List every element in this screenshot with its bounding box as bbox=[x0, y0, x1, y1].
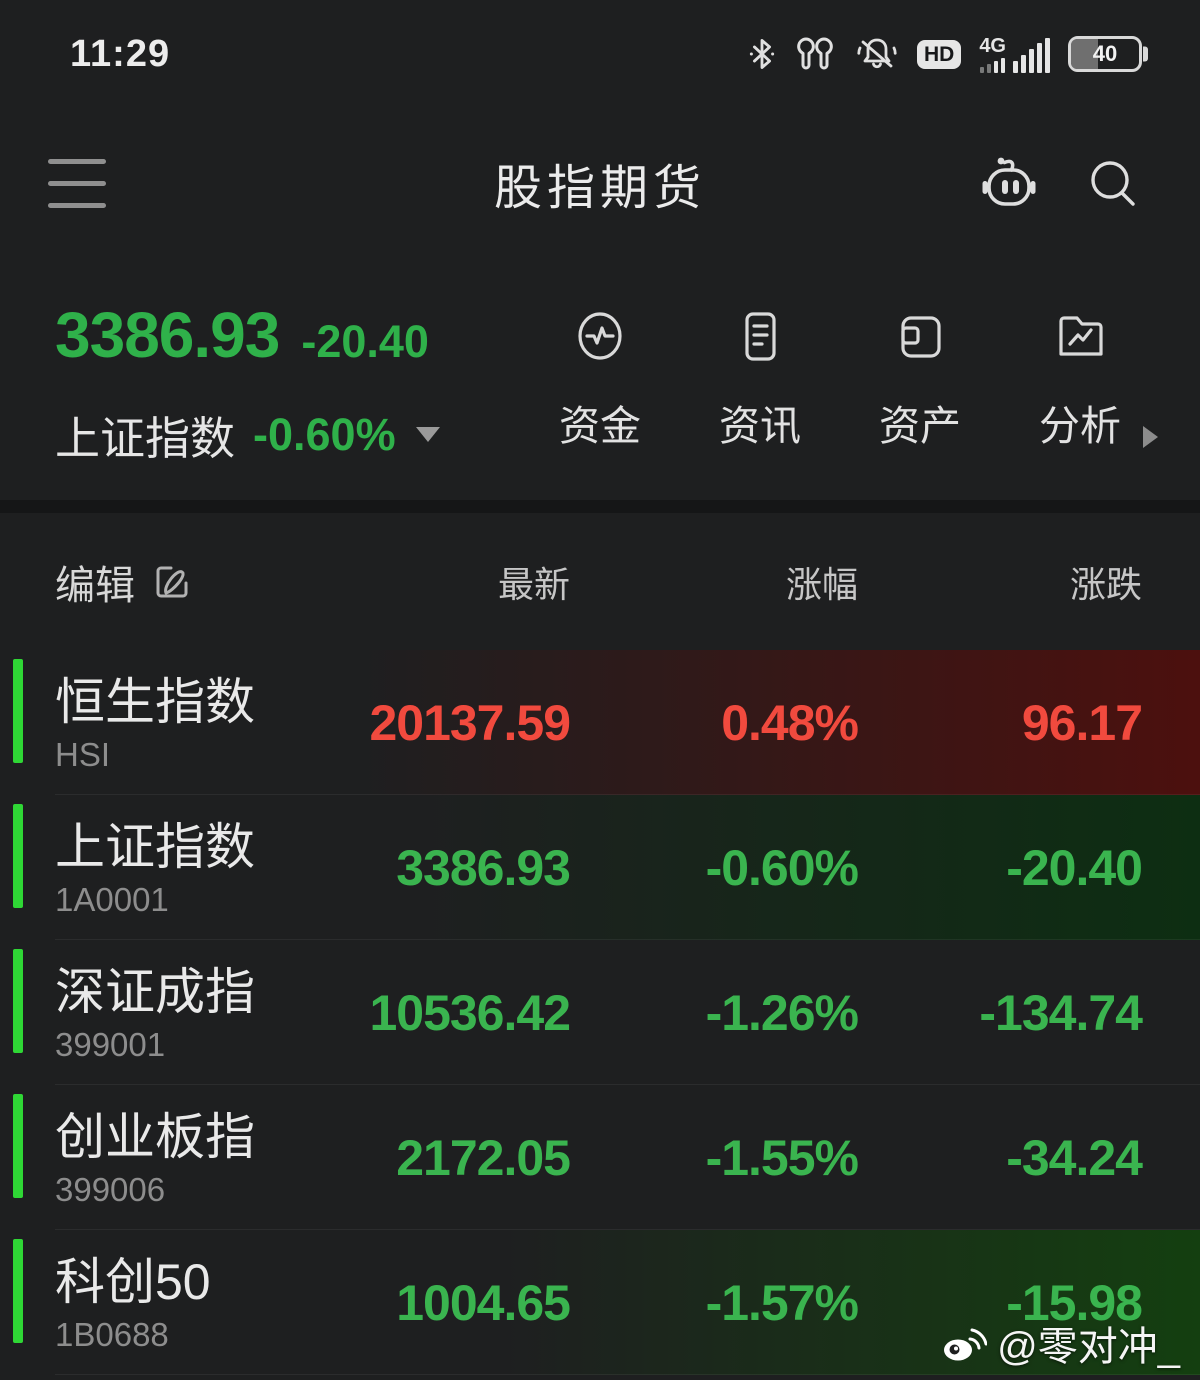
index-summary: 3386.93 -20.40 上证指数 -0.60% 资金 bbox=[0, 258, 1200, 500]
pct-change: 0.48% bbox=[721, 694, 859, 751]
row-accent-bar bbox=[13, 659, 23, 763]
index-code: HSI bbox=[55, 735, 111, 773]
index-row-sse[interactable]: 上证指数 1A0001 3386.93 -0.60% -20.40 bbox=[0, 795, 1200, 940]
change: -20.40 bbox=[1006, 839, 1143, 896]
action-news[interactable]: 资讯 bbox=[680, 306, 840, 452]
change: 96.17 bbox=[1021, 694, 1143, 751]
app-header: 股指期货 bbox=[0, 108, 1200, 258]
action-funds[interactable]: 资金 bbox=[520, 306, 680, 452]
change: -134.74 bbox=[979, 984, 1143, 1041]
hd-icon: HD bbox=[916, 39, 962, 69]
search-icon[interactable] bbox=[1084, 154, 1142, 212]
summary-quote[interactable]: 3386.93 -20.40 上证指数 -0.60% bbox=[55, 258, 440, 500]
index-name: 恒生指数 bbox=[55, 673, 255, 730]
section-divider bbox=[0, 500, 1200, 513]
index-row-chinext[interactable]: 创业板指 399006 2172.05 -1.55% -34.24 bbox=[0, 1085, 1200, 1230]
index-name: 上证指数 bbox=[55, 818, 255, 875]
chevron-right-icon[interactable] bbox=[1143, 426, 1158, 448]
battery-icon: 40 bbox=[1068, 36, 1142, 72]
robot-assistant-icon[interactable] bbox=[976, 153, 1042, 213]
menu-icon[interactable] bbox=[48, 158, 106, 208]
network-type: 4G bbox=[979, 34, 1006, 57]
last-price: 1004.65 bbox=[396, 1274, 571, 1331]
index-code: 1B0688 bbox=[55, 1315, 169, 1353]
page-title: 股指期货 bbox=[493, 162, 707, 215]
row-accent-bar bbox=[13, 1239, 23, 1343]
row-accent-bar bbox=[13, 949, 23, 1053]
clock: 11:29 bbox=[70, 32, 171, 75]
index-name: 创业板指 bbox=[55, 1108, 255, 1165]
summary-change: -20.40 bbox=[301, 316, 429, 367]
last-price: 3386.93 bbox=[396, 839, 571, 896]
summary-index-name: 上证指数 bbox=[55, 413, 236, 464]
index-code: 399006 bbox=[55, 1170, 166, 1208]
summary-change-pct: -0.60% bbox=[253, 408, 396, 460]
weibo-icon bbox=[941, 1323, 988, 1363]
index-row-hsi[interactable]: 恒生指数 HSI 20137.59 0.48% 96.17 bbox=[0, 650, 1200, 795]
earbuds-icon bbox=[793, 35, 837, 73]
action-assets[interactable]: 资产 bbox=[840, 306, 1000, 452]
index-name: 科创50 bbox=[55, 1253, 211, 1310]
folder-chart-icon bbox=[1049, 306, 1111, 368]
status-bar: 11:29 bbox=[0, 0, 1200, 108]
index-name: 深证成指 bbox=[55, 963, 255, 1020]
pct-change: -1.57% bbox=[705, 1274, 859, 1331]
row-accent-bar bbox=[13, 804, 23, 908]
status-icons: HD 4G 40 bbox=[749, 35, 1142, 73]
index-row-szse[interactable]: 深证成指 399001 10536.42 -1.26% -134.74 bbox=[0, 940, 1200, 1085]
index-row-star50[interactable]: 科创50 1B0688 1004.65 -1.57% -15.98 bbox=[0, 1230, 1200, 1375]
action-analysis[interactable]: 分析 bbox=[1000, 306, 1160, 452]
chevron-down-icon[interactable] bbox=[415, 427, 440, 442]
watchlist-header: 编辑 最新 涨幅 涨跌 bbox=[0, 513, 1200, 650]
last-price: 20137.59 bbox=[369, 694, 571, 751]
watermark: @零对冲_ bbox=[941, 1314, 1180, 1372]
last-price: 10536.42 bbox=[369, 984, 571, 1041]
pct-change: -1.26% bbox=[705, 984, 859, 1041]
edit-pen-icon bbox=[149, 559, 195, 605]
edit-button[interactable]: 编辑 bbox=[55, 553, 290, 611]
change: -15.98 bbox=[1006, 1274, 1143, 1331]
pulse-circle-icon bbox=[569, 306, 631, 368]
summary-price: 3386.93 bbox=[55, 299, 280, 371]
battery-level: 40 bbox=[1092, 41, 1118, 66]
index-code: 399001 bbox=[55, 1025, 166, 1063]
mute-bell-icon bbox=[855, 35, 899, 73]
pct-change: -0.60% bbox=[705, 839, 859, 896]
quick-actions: 资金 资讯 资产 bbox=[520, 306, 1160, 452]
pct-change: -1.55% bbox=[705, 1129, 859, 1186]
wallet-icon bbox=[889, 306, 951, 368]
news-doc-icon bbox=[729, 306, 791, 368]
row-accent-bar bbox=[13, 1094, 23, 1198]
column-pct-change[interactable]: 涨幅 bbox=[785, 563, 858, 605]
signal-icon: 4G bbox=[979, 36, 1050, 73]
change: -34.24 bbox=[1006, 1129, 1143, 1186]
column-last[interactable]: 最新 bbox=[497, 563, 570, 605]
column-change[interactable]: 涨跌 bbox=[1069, 563, 1142, 605]
bluetooth-icon bbox=[749, 36, 775, 72]
index-code: 1A0001 bbox=[55, 880, 169, 918]
last-price: 2172.05 bbox=[396, 1129, 571, 1186]
watermark-handle: @零对冲_ bbox=[997, 1325, 1180, 1369]
